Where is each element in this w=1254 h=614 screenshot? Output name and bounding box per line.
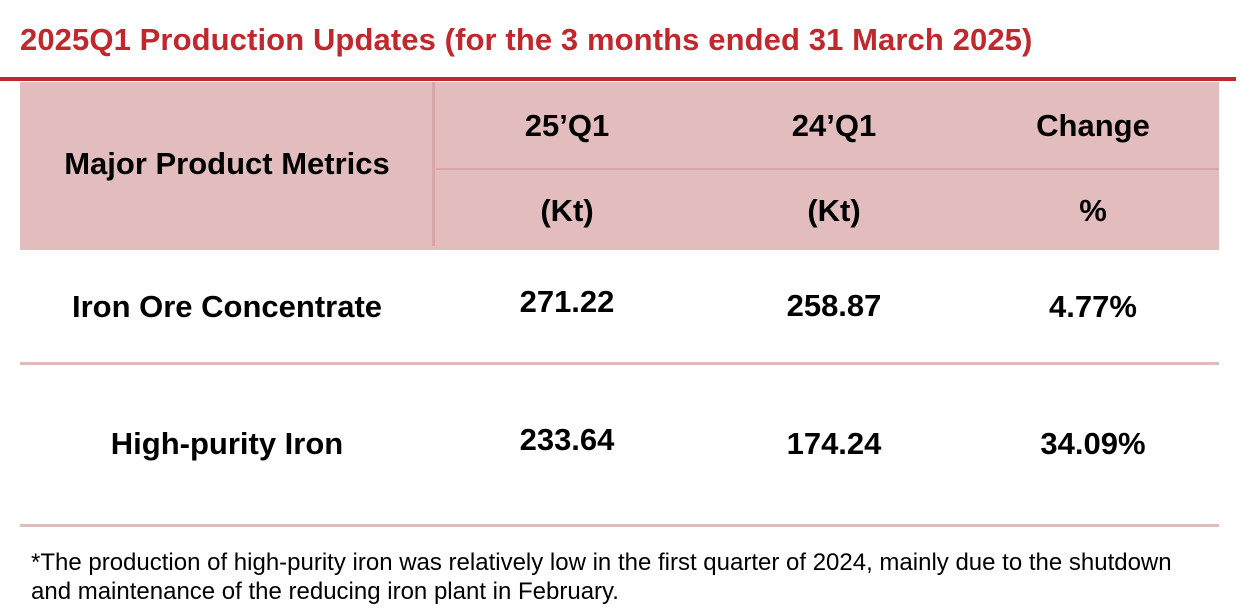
column-unit-change: % xyxy=(1079,193,1107,228)
column-unit-25q1: (Kt) xyxy=(540,193,594,228)
column-header-change: Change xyxy=(1036,108,1150,143)
row-value-change: 4.77% xyxy=(1049,289,1137,324)
header-divider-vertical xyxy=(432,82,435,246)
footnote: *The production of high-purity iron was … xyxy=(31,549,1172,605)
row-value-24q1: 258.87 xyxy=(786,288,882,323)
column-header-25q1: 25’Q1 xyxy=(524,108,610,143)
metric-column-header: Major Product Metrics xyxy=(64,146,390,181)
row-metric-label: Iron Ore Concentrate xyxy=(71,289,383,324)
header-divider-horizontal xyxy=(436,168,1219,170)
row-value-25q1: 233.64 xyxy=(519,422,615,457)
row-divider xyxy=(20,362,1219,365)
table-bottom-rule xyxy=(20,524,1219,527)
row-metric-label: High-purity Iron xyxy=(110,426,344,461)
column-header-24q1: 24’Q1 xyxy=(791,108,877,143)
column-unit-24q1: (Kt) xyxy=(807,193,861,228)
row-value-change: 34.09% xyxy=(1040,426,1146,461)
row-value-24q1: 174.24 xyxy=(786,426,882,461)
row-value-25q1: 271.22 xyxy=(519,284,615,319)
page-title: 2025Q1 Production Updates (for the 3 mon… xyxy=(20,22,1033,57)
table-header-band xyxy=(20,82,1219,250)
title-underline xyxy=(0,77,1236,81)
